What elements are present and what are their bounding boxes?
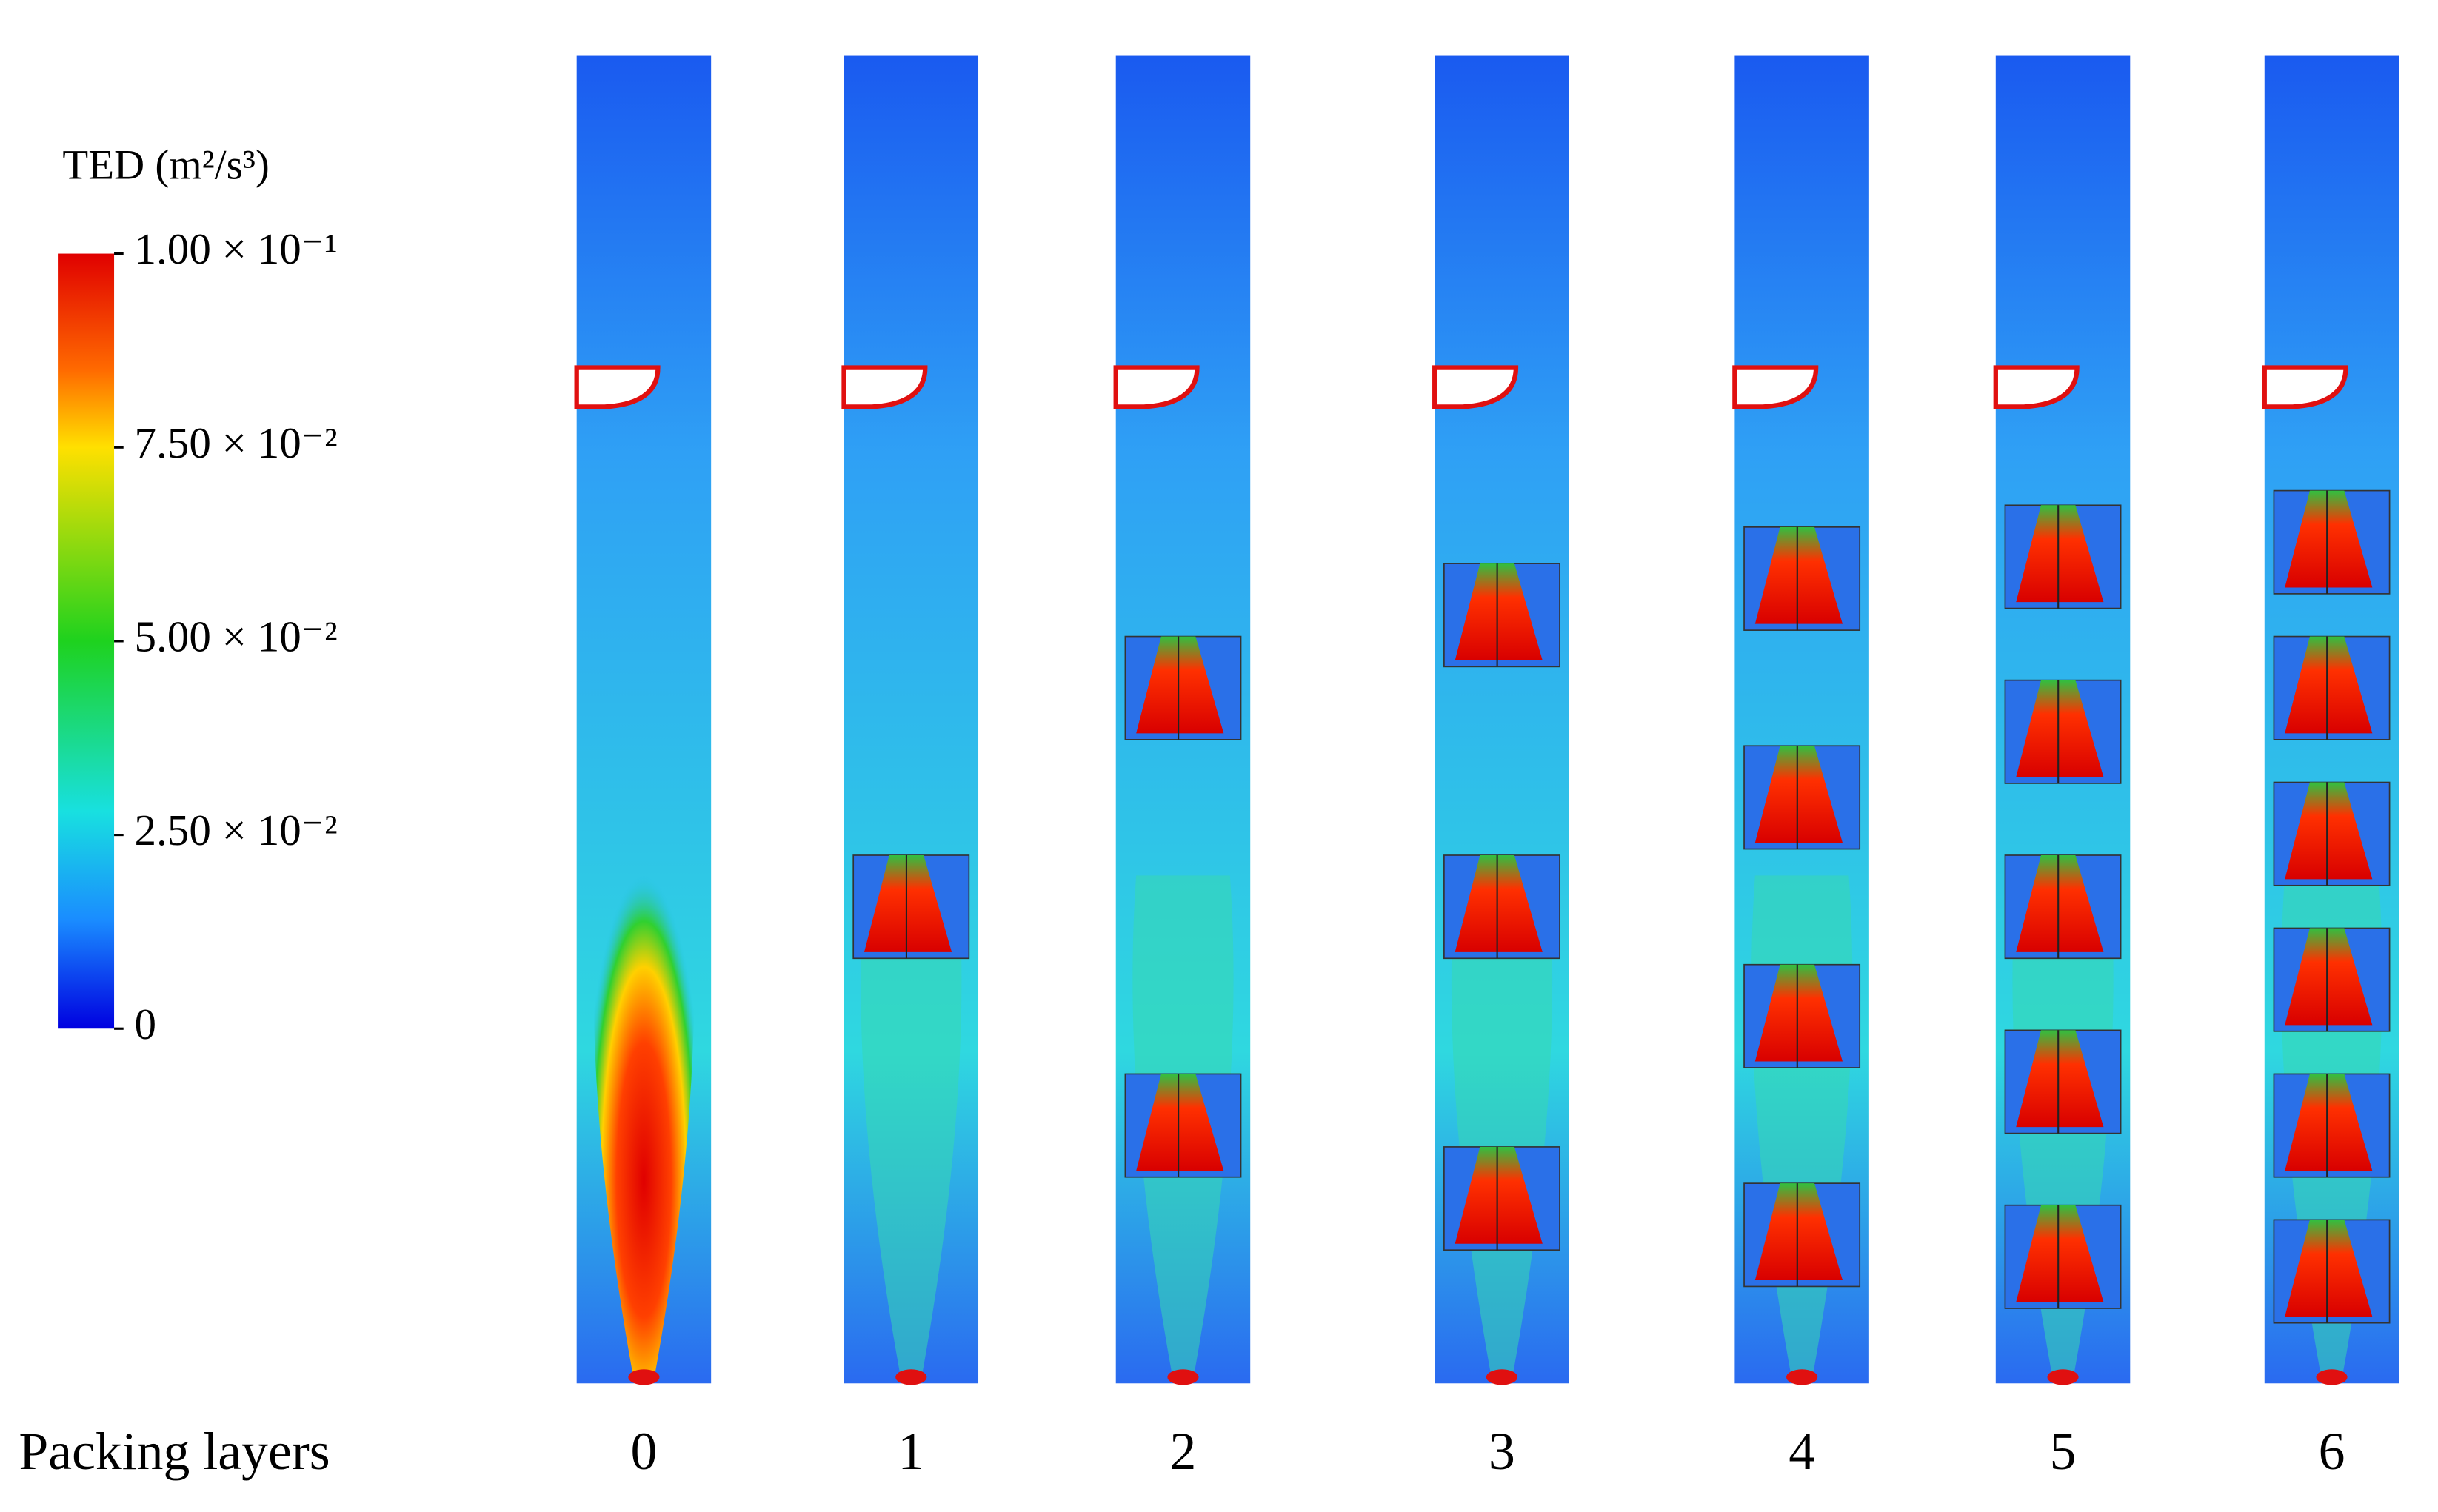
colorbar-tick-label: 0 <box>134 1000 156 1048</box>
panel-label: 0 <box>630 1422 657 1481</box>
panel-label: 1 <box>898 1422 924 1481</box>
packing-core <box>2016 1205 2104 1302</box>
jet-plume <box>593 875 695 1384</box>
packing-core <box>2285 782 2373 880</box>
panel-label: 4 <box>1789 1422 1815 1481</box>
packing-core <box>2016 1030 2104 1128</box>
inlet <box>1113 365 1200 409</box>
packing-core <box>1136 636 1224 734</box>
inlet <box>1732 365 1819 409</box>
panel-label: 6 <box>2319 1422 2345 1481</box>
packing-core <box>2285 636 2373 734</box>
packing-core <box>1754 964 1843 1062</box>
nozzle-hotspot <box>1167 1369 1199 1385</box>
colorbar <box>58 253 115 1029</box>
nozzle-hotspot <box>2047 1369 2079 1385</box>
packing-core <box>1455 1146 1543 1244</box>
inlet <box>1993 365 2080 409</box>
packing-core <box>1754 746 1843 843</box>
colorbar-tick-label: 7.50 × 10⁻² <box>134 418 337 467</box>
colorbar-tick-label: 2.50 × 10⁻² <box>134 806 337 854</box>
inlet <box>1432 365 1519 409</box>
inlet <box>2262 365 2348 409</box>
nozzle-hotspot <box>1486 1369 1518 1385</box>
packing-core <box>864 855 952 952</box>
jet-plume <box>1451 875 1553 1384</box>
packing-core <box>1136 1074 1224 1171</box>
packing-core <box>2016 680 2104 777</box>
packing-core <box>2016 855 2104 952</box>
inlet <box>574 365 661 409</box>
packing-core <box>2285 490 2373 588</box>
packing-core <box>2285 928 2373 1026</box>
packing-core <box>1754 1183 1843 1280</box>
colorbar-tick-label: 1.00 × 10⁻¹ <box>134 224 337 273</box>
packing-core <box>2285 1074 2373 1171</box>
nozzle-hotspot <box>895 1369 927 1385</box>
inlet <box>841 365 928 409</box>
colorbar-tick-label: 5.00 × 10⁻² <box>134 612 337 660</box>
packing-core <box>1455 855 1543 952</box>
panel-label: 2 <box>1170 1422 1197 1481</box>
nozzle-hotspot <box>2316 1369 2348 1385</box>
packing-core <box>1455 563 1543 660</box>
panel-label: 3 <box>1489 1422 1515 1481</box>
legend-title: TED (m²/s³) <box>62 142 269 189</box>
jet-plume <box>861 875 962 1384</box>
nozzle-hotspot <box>628 1369 660 1385</box>
panel-label: 5 <box>2050 1422 2077 1481</box>
nozzle-hotspot <box>1786 1369 1818 1385</box>
x-label: Packing layers <box>19 1422 330 1481</box>
packing-core <box>2285 1220 2373 1317</box>
packing-core <box>1754 526 1843 624</box>
packing-core <box>2016 505 2104 603</box>
